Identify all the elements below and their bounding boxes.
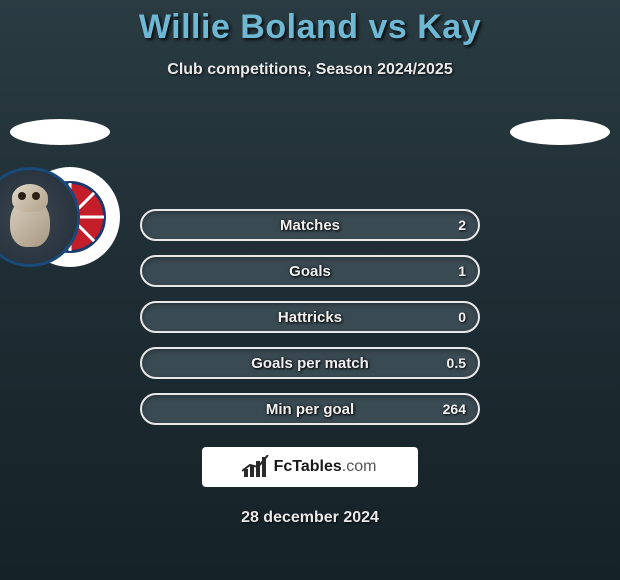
stat-bar: Matches 2 [140,209,480,241]
brand-chart-icon [244,457,268,477]
stat-right-value: 264 [443,401,466,417]
comparison-panel: Matches 2 Goals 1 Hattricks 0 Goals per match 0… [0,109,620,425]
stat-label: Matches [280,217,340,234]
stat-label: Min per goal [266,401,354,418]
brand-domain: .com [342,458,377,475]
stat-label: Goals [289,263,331,280]
player-left-photo [10,119,110,145]
stat-right-value: 2 [458,217,466,233]
stat-right-value: 0.5 [447,355,466,371]
stat-bar: Hattricks 0 [140,301,480,333]
date-label: 28 december 2024 [0,509,620,527]
player-right-photo [510,119,610,145]
stat-bar: Goals 1 [140,255,480,287]
brand-badge: FcTables.com [202,447,418,487]
stat-bar: Min per goal 264 [140,393,480,425]
subtitle: Club competitions, Season 2024/2025 [0,61,620,79]
page-title: Willie Boland vs Kay [0,0,620,47]
brand-name: FcTables [274,458,342,475]
stat-bars: Matches 2 Goals 1 Hattricks 0 Goals per match 0… [140,209,480,425]
stat-right-value: 0 [458,309,466,325]
stat-right-value: 1 [458,263,466,279]
stat-bar: Goals per match 0.5 [140,347,480,379]
brand-text: FcTables.com [274,458,377,476]
stat-label: Goals per match [251,355,369,372]
stat-label: Hattricks [278,309,342,326]
